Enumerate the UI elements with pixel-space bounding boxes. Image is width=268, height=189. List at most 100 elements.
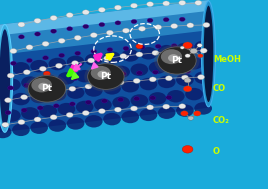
Circle shape (155, 25, 162, 30)
Circle shape (163, 18, 169, 22)
Circle shape (10, 61, 16, 65)
Circle shape (163, 104, 170, 109)
Circle shape (185, 54, 190, 58)
Circle shape (35, 32, 40, 36)
Circle shape (7, 73, 14, 78)
Circle shape (3, 78, 21, 91)
Circle shape (181, 111, 188, 116)
Circle shape (121, 80, 139, 92)
Circle shape (58, 38, 65, 43)
Circle shape (103, 51, 121, 64)
Circle shape (67, 86, 84, 99)
Circle shape (49, 88, 66, 101)
Circle shape (185, 57, 203, 70)
Circle shape (167, 90, 185, 102)
Circle shape (37, 106, 43, 110)
Circle shape (107, 48, 113, 52)
Circle shape (38, 83, 49, 90)
Circle shape (55, 63, 62, 68)
Circle shape (152, 50, 159, 55)
Circle shape (194, 71, 212, 84)
Circle shape (106, 69, 113, 74)
Circle shape (12, 62, 30, 74)
Circle shape (117, 71, 124, 76)
Circle shape (30, 91, 48, 103)
Circle shape (158, 76, 176, 88)
Circle shape (187, 23, 194, 28)
Circle shape (140, 47, 157, 60)
Circle shape (149, 61, 166, 74)
Circle shape (75, 51, 81, 55)
Circle shape (194, 102, 212, 115)
Circle shape (134, 97, 140, 101)
Circle shape (91, 49, 97, 53)
Circle shape (104, 56, 111, 61)
Polygon shape (0, 0, 209, 132)
Circle shape (183, 42, 192, 49)
Circle shape (49, 119, 66, 132)
Circle shape (5, 111, 11, 115)
Circle shape (85, 84, 103, 97)
Circle shape (40, 81, 46, 85)
Circle shape (3, 109, 21, 122)
Circle shape (176, 104, 194, 117)
Circle shape (171, 44, 177, 48)
Circle shape (184, 49, 191, 53)
Circle shape (165, 76, 172, 81)
Circle shape (34, 117, 41, 122)
Circle shape (101, 82, 108, 87)
Circle shape (88, 64, 124, 89)
Circle shape (34, 18, 41, 23)
Circle shape (82, 10, 89, 15)
Circle shape (115, 21, 121, 25)
Circle shape (18, 35, 24, 39)
Circle shape (96, 66, 103, 70)
Circle shape (98, 71, 108, 78)
Circle shape (30, 122, 48, 134)
Circle shape (88, 75, 94, 79)
Circle shape (66, 13, 73, 18)
Text: CO₂: CO₂ (213, 115, 230, 125)
Ellipse shape (0, 25, 13, 132)
Circle shape (99, 22, 105, 27)
Circle shape (180, 46, 184, 49)
Circle shape (195, 0, 202, 5)
Circle shape (43, 71, 50, 76)
Circle shape (90, 33, 97, 38)
Circle shape (84, 61, 127, 92)
Circle shape (106, 30, 113, 35)
Circle shape (98, 109, 105, 114)
Circle shape (98, 7, 105, 12)
Circle shape (147, 105, 154, 110)
Circle shape (120, 72, 126, 76)
Circle shape (37, 92, 44, 97)
Circle shape (122, 28, 129, 33)
Circle shape (67, 27, 73, 31)
Circle shape (150, 96, 156, 100)
Circle shape (131, 3, 137, 8)
Circle shape (149, 92, 166, 105)
Circle shape (166, 95, 172, 100)
Circle shape (133, 78, 140, 83)
Circle shape (39, 66, 46, 71)
Circle shape (158, 47, 196, 74)
Circle shape (51, 29, 57, 33)
Circle shape (24, 83, 30, 87)
Circle shape (67, 56, 84, 68)
Circle shape (40, 81, 45, 84)
Circle shape (21, 108, 27, 112)
Circle shape (147, 18, 153, 22)
Circle shape (198, 75, 204, 80)
Circle shape (203, 22, 210, 27)
Circle shape (83, 24, 89, 29)
Polygon shape (0, 0, 209, 35)
Circle shape (53, 89, 60, 94)
Circle shape (82, 111, 89, 115)
Circle shape (185, 69, 191, 74)
Circle shape (158, 45, 176, 57)
Text: O: O (213, 147, 220, 156)
Circle shape (114, 107, 121, 112)
Circle shape (174, 58, 179, 62)
Circle shape (74, 35, 81, 40)
Circle shape (131, 64, 148, 76)
